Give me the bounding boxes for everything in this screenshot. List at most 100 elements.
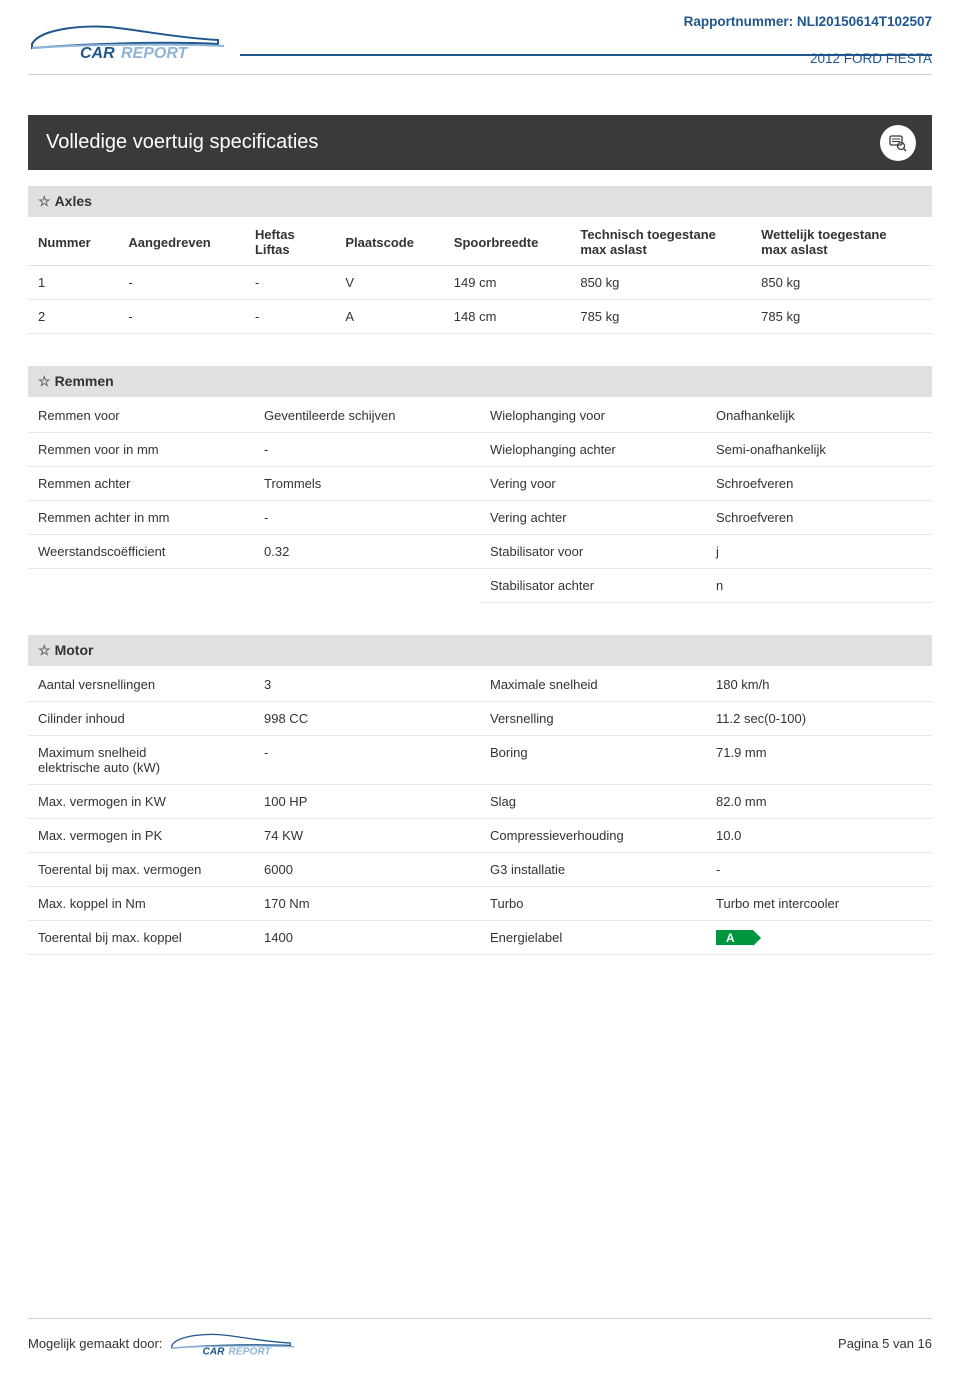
table-row: Remmen achter in mm-Vering achterSchroef… bbox=[28, 501, 932, 535]
axles-col-header: Spoorbreedte bbox=[444, 219, 571, 266]
table-row: Remmen voor in mm-Wielophanging achterSe… bbox=[28, 433, 932, 467]
section-motor-title: Motor bbox=[55, 642, 94, 658]
table-cell: 1 bbox=[28, 266, 118, 300]
axles-table: NummerAangedrevenHeftasLiftasPlaatscodeS… bbox=[28, 219, 932, 334]
table-cell: - bbox=[118, 266, 245, 300]
spec-value bbox=[254, 569, 480, 603]
spec-value: - bbox=[254, 433, 480, 467]
table-row: 1--V149 cm850 kg850 kg bbox=[28, 266, 932, 300]
table-row: Max. vermogen in PK74 KWCompressieverhou… bbox=[28, 819, 932, 853]
spec-key: Vering voor bbox=[480, 467, 706, 501]
axles-col-header: Plaatscode bbox=[335, 219, 443, 266]
spec-key: Max. koppel in Nm bbox=[28, 887, 254, 921]
table-cell: 850 kg bbox=[751, 266, 932, 300]
content: Volledige voertuig specificaties ☆Axles … bbox=[0, 115, 960, 955]
axles-col-header: Aangedreven bbox=[118, 219, 245, 266]
page-title: Volledige voertuig specificaties bbox=[28, 115, 932, 170]
spec-value: Semi-onafhankelijk bbox=[706, 433, 932, 467]
svg-text:REPORT: REPORT bbox=[121, 45, 189, 62]
spec-value: 3 bbox=[254, 668, 480, 702]
spec-value: 11.2 sec(0-100) bbox=[706, 702, 932, 736]
spec-key: Max. vermogen in PK bbox=[28, 819, 254, 853]
spec-value: Schroefveren bbox=[706, 467, 932, 501]
table-cell: A bbox=[335, 300, 443, 334]
spec-key: Toerental bij max. koppel bbox=[28, 921, 254, 955]
spec-value: Onafhankelijk bbox=[706, 399, 932, 433]
spec-value: Schroefveren bbox=[706, 501, 932, 535]
spec-key: Stabilisator achter bbox=[480, 569, 706, 603]
spec-key: Max. vermogen in KW bbox=[28, 785, 254, 819]
table-cell: - bbox=[118, 300, 245, 334]
spec-value: - bbox=[254, 501, 480, 535]
axles-col-header: HeftasLiftas bbox=[245, 219, 335, 266]
table-row: Remmen voorGeventileerde schijvenWieloph… bbox=[28, 399, 932, 433]
table-row: Maximum snelheidelektrische auto (kW)-Bo… bbox=[28, 736, 932, 785]
section-motor-header: ☆Motor bbox=[28, 635, 932, 666]
spec-key: Maximum snelheidelektrische auto (kW) bbox=[28, 736, 254, 785]
spec-key: Slag bbox=[480, 785, 706, 819]
spec-value: 998 CC bbox=[254, 702, 480, 736]
spec-key: Turbo bbox=[480, 887, 706, 921]
spec-key: Cilinder inhoud bbox=[28, 702, 254, 736]
table-row: Toerental bij max. koppel1400Energielabe… bbox=[28, 921, 932, 955]
spec-key: Weerstandscoëfficient bbox=[28, 535, 254, 569]
footer-page-number: Pagina 5 van 16 bbox=[838, 1336, 932, 1351]
spec-key: Versnelling bbox=[480, 702, 706, 736]
table-row: Toerental bij max. vermogen6000G3 instal… bbox=[28, 853, 932, 887]
motor-table: Aantal versnellingen3Maximale snelheid18… bbox=[28, 668, 932, 955]
spec-value: 170 Nm bbox=[254, 887, 480, 921]
spec-key: Wielophanging achter bbox=[480, 433, 706, 467]
spec-key: Boring bbox=[480, 736, 706, 785]
table-cell: 2 bbox=[28, 300, 118, 334]
spec-value: - bbox=[706, 853, 932, 887]
logo: CAR REPORT bbox=[28, 18, 228, 65]
section-axles-title: Axles bbox=[55, 193, 92, 209]
axles-col-header: Wettelijk toegestanemax aslast bbox=[751, 219, 932, 266]
spec-key bbox=[28, 569, 254, 603]
spec-key: Energielabel bbox=[480, 921, 706, 955]
spec-value: - bbox=[254, 736, 480, 785]
spec-value: Trommels bbox=[254, 467, 480, 501]
spec-key: Toerental bij max. vermogen bbox=[28, 853, 254, 887]
spec-key: Stabilisator voor bbox=[480, 535, 706, 569]
table-row: Cilinder inhoud998 CCVersnelling11.2 sec… bbox=[28, 702, 932, 736]
table-row: Max. vermogen in KW100 HPSlag82.0 mm bbox=[28, 785, 932, 819]
spec-key: Wielophanging voor bbox=[480, 399, 706, 433]
table-row: Stabilisator achtern bbox=[28, 569, 932, 603]
table-cell: - bbox=[245, 266, 335, 300]
spec-key: Aantal versnellingen bbox=[28, 668, 254, 702]
spec-value: 82.0 mm bbox=[706, 785, 932, 819]
inspect-icon bbox=[880, 125, 916, 161]
spec-value: j bbox=[706, 535, 932, 569]
svg-text:CAR: CAR bbox=[203, 1346, 226, 1357]
spec-key: Vering achter bbox=[480, 501, 706, 535]
table-cell: 850 kg bbox=[570, 266, 751, 300]
section-brakes-header: ☆Remmen bbox=[28, 366, 932, 397]
axles-col-header: Nummer bbox=[28, 219, 118, 266]
star-icon: ☆ bbox=[38, 193, 51, 209]
star-icon: ☆ bbox=[38, 642, 51, 658]
spec-value: 10.0 bbox=[706, 819, 932, 853]
section-axles-header: ☆Axles bbox=[28, 186, 932, 217]
report-number: Rapportnummer: NLI20150614T102507 bbox=[684, 14, 932, 29]
table-cell: - bbox=[245, 300, 335, 334]
header-right: Rapportnummer: NLI20150614T102507 2012 F… bbox=[684, 14, 932, 66]
brakes-table: Remmen voorGeventileerde schijvenWieloph… bbox=[28, 399, 932, 603]
footer-left: Mogelijk gemaakt door: CAR REPORT bbox=[28, 1329, 298, 1357]
spec-value: n bbox=[706, 569, 932, 603]
spec-value: 74 KW bbox=[254, 819, 480, 853]
page-footer: Mogelijk gemaakt door: CAR REPORT Pagina… bbox=[28, 1318, 932, 1357]
spec-value: 100 HP bbox=[254, 785, 480, 819]
table-row: 2--A148 cm785 kg785 kg bbox=[28, 300, 932, 334]
spec-value: 1400 bbox=[254, 921, 480, 955]
table-row: Weerstandscoëfficient0.32Stabilisator vo… bbox=[28, 535, 932, 569]
spec-key: Maximale snelheid bbox=[480, 668, 706, 702]
table-cell: 149 cm bbox=[444, 266, 571, 300]
spec-key: Compressieverhouding bbox=[480, 819, 706, 853]
spec-value: Turbo met intercooler bbox=[706, 887, 932, 921]
table-cell: 785 kg bbox=[751, 300, 932, 334]
spec-key: G3 installatie bbox=[480, 853, 706, 887]
table-row: Aantal versnellingen3Maximale snelheid18… bbox=[28, 668, 932, 702]
spec-value: 180 km/h bbox=[706, 668, 932, 702]
table-cell: 785 kg bbox=[570, 300, 751, 334]
